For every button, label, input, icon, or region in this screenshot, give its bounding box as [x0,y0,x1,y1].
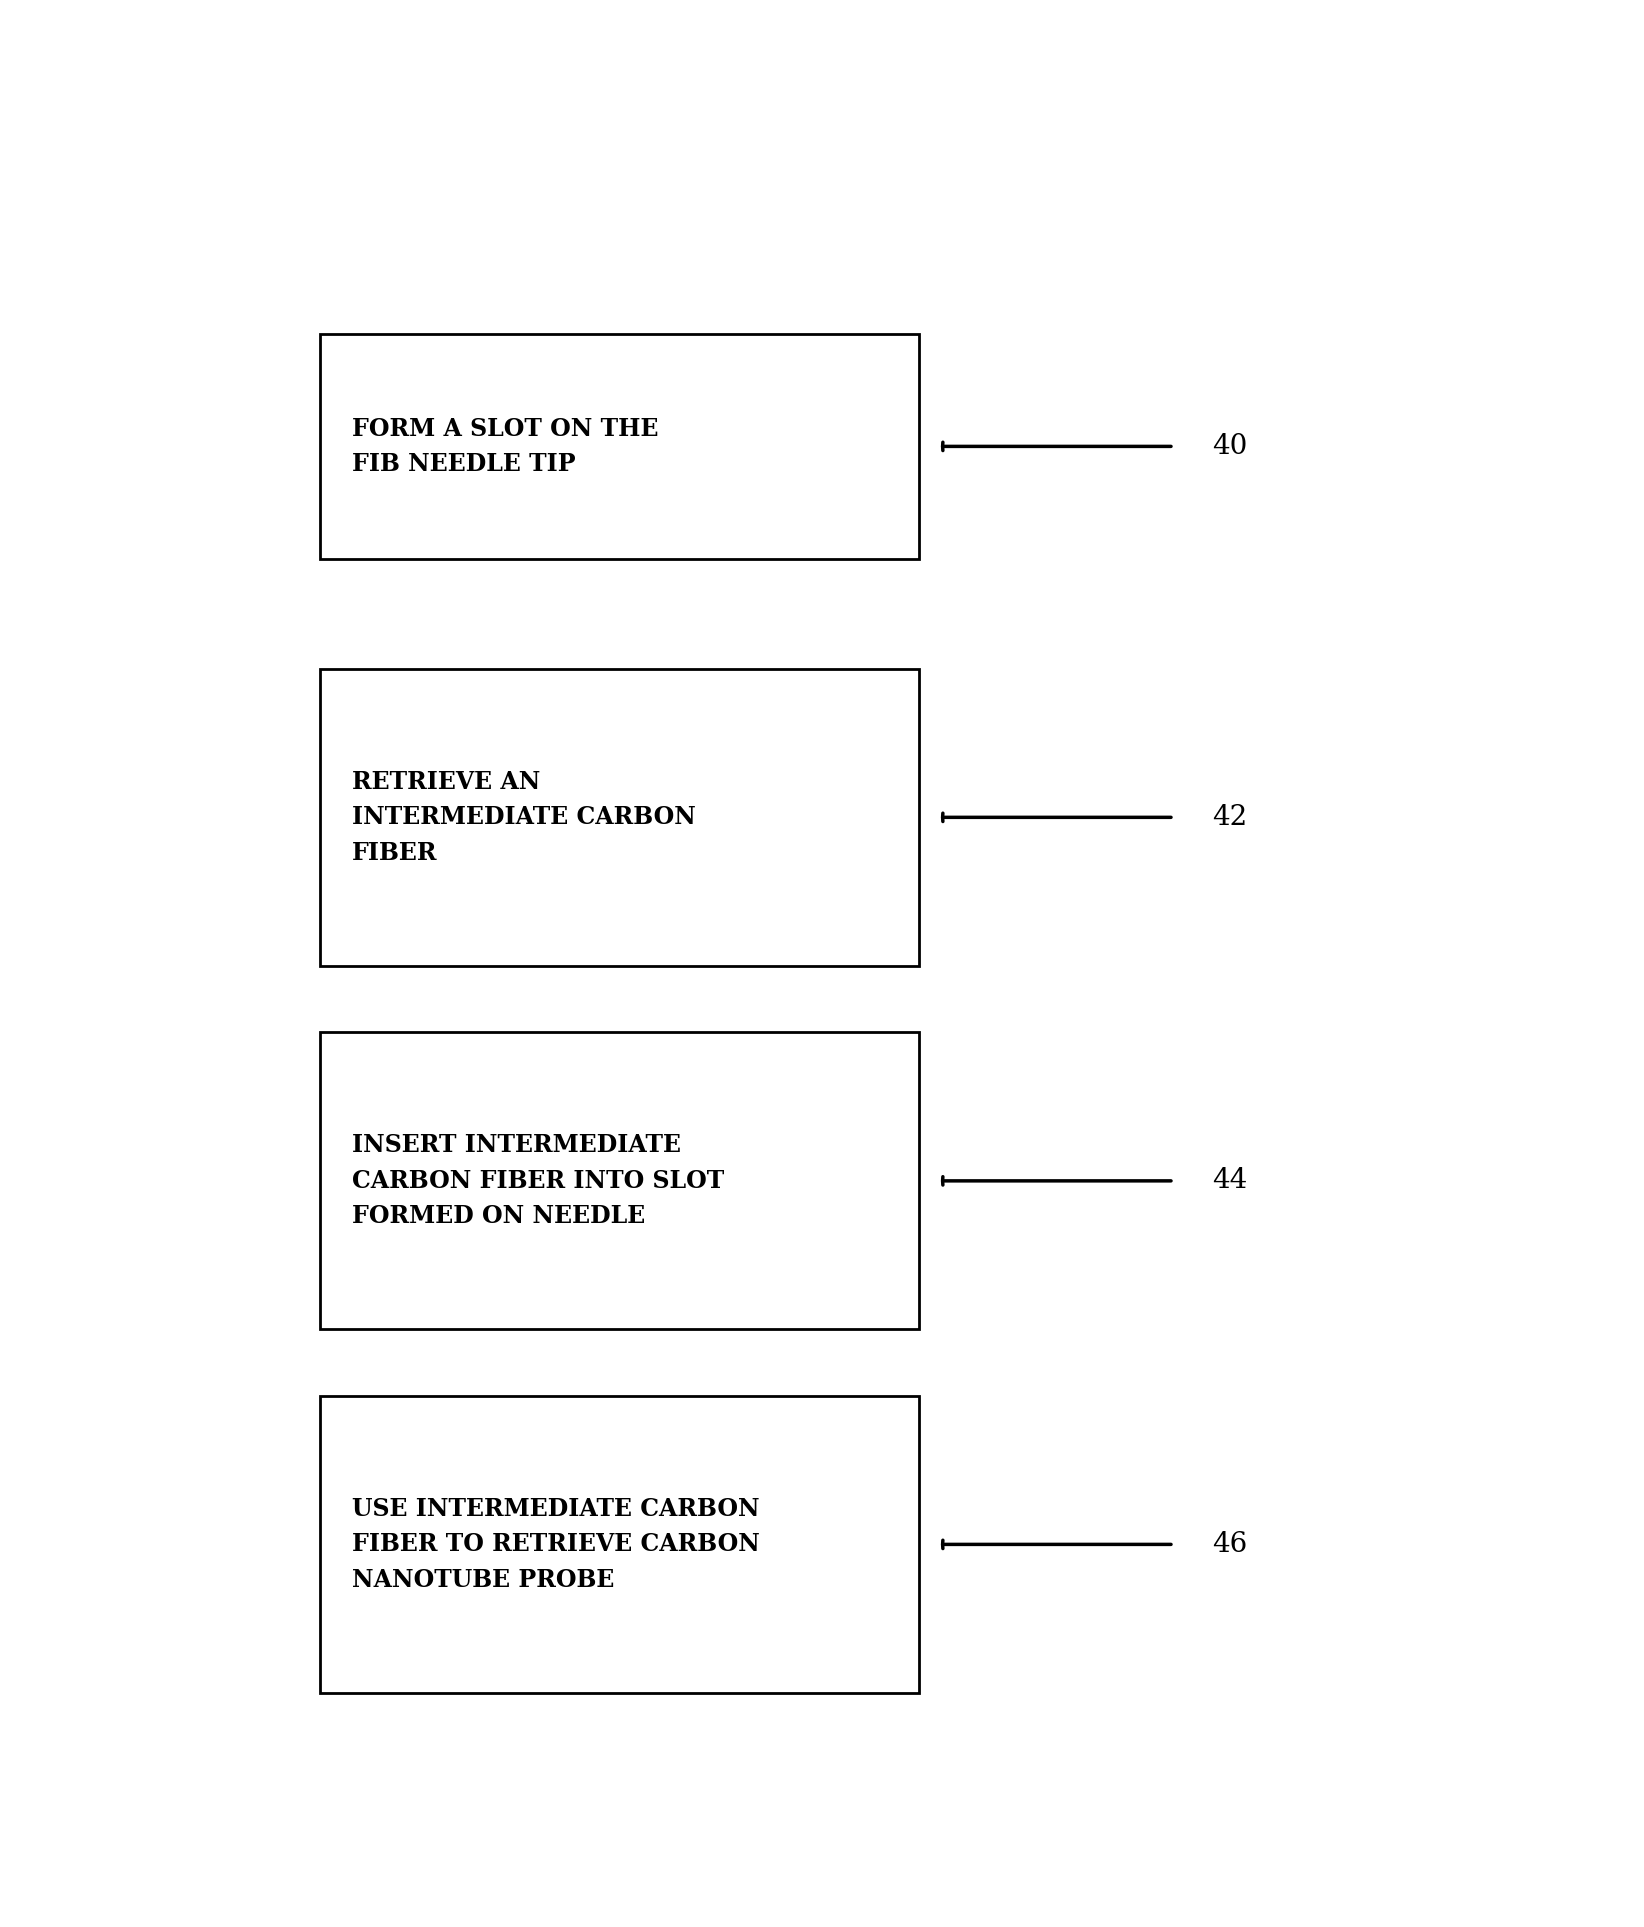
Text: 42: 42 [1212,804,1248,831]
Text: 44: 44 [1212,1168,1248,1195]
Text: 46: 46 [1212,1530,1248,1557]
Text: 40: 40 [1212,434,1248,461]
Bar [321,669,919,965]
Bar [321,1395,919,1692]
Text: FORM A SLOT ON THE
FIB NEEDLE TIP: FORM A SLOT ON THE FIB NEEDLE TIP [352,416,659,476]
Text: RETRIEVE AN
INTERMEDIATE CARBON
FIBER: RETRIEVE AN INTERMEDIATE CARBON FIBER [352,771,695,865]
Bar [321,333,919,559]
Text: USE INTERMEDIATE CARBON
FIBER TO RETRIEVE CARBON
NANOTUBE PROBE: USE INTERMEDIATE CARBON FIBER TO RETRIEV… [352,1497,760,1592]
Text: INSERT INTERMEDIATE
CARBON FIBER INTO SLOT
FORMED ON NEEDLE: INSERT INTERMEDIATE CARBON FIBER INTO SL… [352,1133,725,1227]
Bar [321,1033,919,1330]
